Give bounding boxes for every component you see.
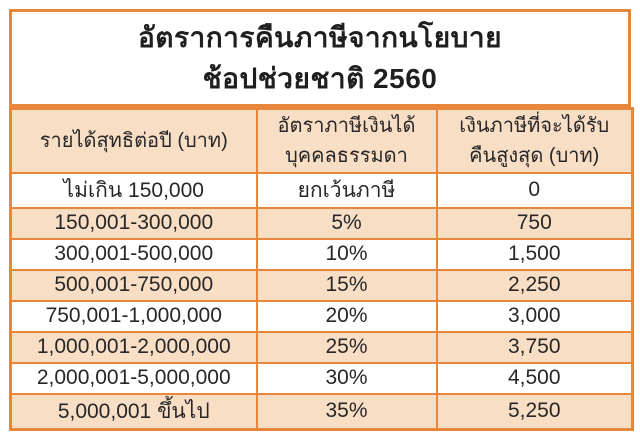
table-row: 2,000,001-5,000,000 30% 4,500 (9, 361, 634, 395)
title-box: อัตราการคืนภาษีจากนโยบาย ช้อปช่วยชาติ 25… (9, 9, 631, 107)
cell-tax-rate: 15% (255, 268, 438, 302)
header-income-range-line-1: รายได้สุทธิต่อปี (บาท) (39, 129, 228, 152)
table-row: 500,001-750,000 15% 2,250 (9, 268, 634, 302)
header-tax-rate-line-1: อัตราภาษีเงินได้ (277, 114, 416, 137)
page-title-line-2: ช้อปช่วยชาติ 2560 (202, 63, 438, 94)
cell-max-refund: 3,750 (435, 330, 634, 364)
cell-income-range: 5,000,001 ขึ้นไป (9, 392, 258, 430)
cell-tax-rate: 35% (255, 392, 438, 430)
cell-income-range: 300,001-500,000 (9, 237, 258, 271)
cell-tax-rate: 5% (255, 206, 438, 240)
header-max-refund: เงินภาษีที่จะได้รับ คืนสูงสุด (บาท) (435, 107, 634, 174)
cell-income-range: 2,000,001-5,000,000 (9, 361, 258, 395)
header-income-range: รายได้สุทธิต่อปี (บาท) (9, 107, 258, 174)
header-tax-rate-line-2: บุคคลธรรมดา (285, 144, 408, 167)
cell-income-range: 750,001-1,000,000 (9, 299, 258, 333)
cell-max-refund: 1,500 (435, 237, 634, 271)
cell-max-refund: 750 (435, 206, 634, 240)
cell-max-refund: 3,000 (435, 299, 634, 333)
header-tax-rate: อัตราภาษีเงินได้ บุคคลธรรมดา (255, 107, 438, 174)
table-row: 1,000,001-2,000,000 25% 3,750 (9, 330, 634, 364)
table-row: 750,001-1,000,000 20% 3,000 (9, 299, 634, 333)
cell-tax-rate: 30% (255, 361, 438, 395)
table-row: 300,001-500,000 10% 1,500 (9, 237, 634, 271)
cell-max-refund: 2,250 (435, 268, 634, 302)
cell-income-range: 150,001-300,000 (9, 206, 258, 240)
header-max-refund-line-2: คืนสูงสุด (บาท) (469, 144, 600, 167)
table-row: ไม่เกิน 150,000 ยกเว้นภาษี 0 (9, 171, 634, 209)
table-header-row: รายได้สุทธิต่อปี (บาท) อัตราภาษีเงินได้ … (9, 107, 634, 174)
cell-max-refund: 5,250 (435, 392, 634, 430)
table-row: 5,000,001 ขึ้นไป 35% 5,250 (9, 392, 634, 430)
cell-tax-rate: 10% (255, 237, 438, 271)
cell-tax-rate: ยกเว้นภาษี (255, 171, 438, 209)
cell-income-range: 500,001-750,000 (9, 268, 258, 302)
cell-max-refund: 4,500 (435, 361, 634, 395)
cell-tax-rate: 20% (255, 299, 438, 333)
cell-tax-rate: 25% (255, 330, 438, 364)
table-row: 150,001-300,000 5% 750 (9, 206, 634, 240)
cell-income-range: ไม่เกิน 150,000 (9, 171, 258, 209)
header-max-refund-line-1: เงินภาษีที่จะได้รับ (459, 114, 610, 137)
tax-refund-table: รายได้สุทธิต่อปี (บาท) อัตราภาษีเงินได้ … (9, 107, 634, 431)
cell-max-refund: 0 (435, 171, 634, 209)
cell-income-range: 1,000,001-2,000,000 (9, 330, 258, 364)
page-title-line-1: อัตราการคืนภาษีจากนโยบาย (137, 22, 503, 53)
